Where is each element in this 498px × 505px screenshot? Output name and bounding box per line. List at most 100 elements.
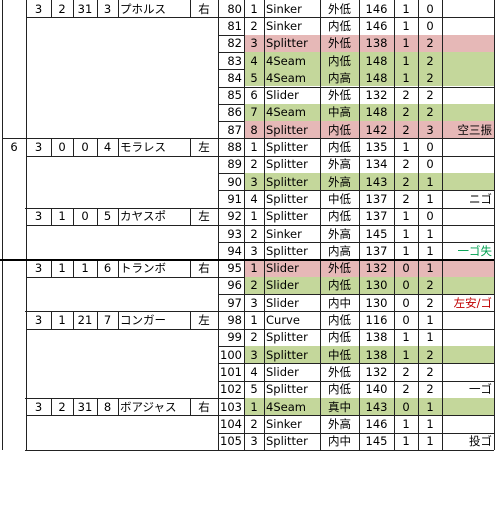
pitch-location: 内中 <box>328 434 351 449</box>
cell-border <box>73 207 74 225</box>
column-border <box>320 0 321 450</box>
pitch-type: 4Seam <box>266 53 306 68</box>
pitch-number: 89 <box>227 157 242 172</box>
cell-border <box>73 138 74 156</box>
ball-count: 2 <box>402 88 410 103</box>
ball-count: 2 <box>402 122 410 137</box>
pitch-location: 中高 <box>328 105 351 120</box>
pitch-speed: 132 <box>365 88 388 103</box>
pitch-speed: 130 <box>365 278 388 293</box>
strike-count: 1 <box>426 416 434 431</box>
batter-name: トランボ <box>120 261 166 276</box>
at-bat-result: 投ゴ <box>469 434 492 449</box>
pitch-location: 内高 <box>328 70 351 85</box>
pitch-number: 101 <box>220 364 242 379</box>
row-divider <box>218 17 494 19</box>
cell-border <box>73 397 74 416</box>
column-border <box>394 0 395 450</box>
batter-hand: 左 <box>198 313 210 328</box>
cell-border <box>51 311 52 329</box>
batter-field-b: 1 <box>58 313 66 328</box>
pitch-number: 100 <box>220 347 242 362</box>
strike-count: 2 <box>426 364 434 379</box>
strike-count: 2 <box>426 105 434 120</box>
section-separator <box>0 258 494 261</box>
pitch-speed: 143 <box>365 174 388 189</box>
at-bat-result: ニゴ <box>469 191 492 206</box>
pitch-index: 1 <box>250 1 258 16</box>
cell-border <box>97 259 98 277</box>
batter-hand: 左 <box>198 140 210 155</box>
inning-number: 6 <box>10 140 18 155</box>
pitch-location: 内高 <box>328 243 351 258</box>
pitch-highlight <box>244 259 494 277</box>
row-divider <box>218 380 494 382</box>
batter-field-a: 3 <box>34 1 43 16</box>
batter-field-c: 0 <box>81 140 89 155</box>
batting-order: 7 <box>103 313 112 328</box>
pitch-index: 3 <box>250 36 258 51</box>
cell-border <box>97 397 98 416</box>
pitch-number: 81 <box>227 18 242 33</box>
pitch-type: 4Seam <box>266 105 306 120</box>
row-divider <box>218 432 494 434</box>
batter-field-b: 1 <box>58 209 66 224</box>
pitch-index: 8 <box>250 122 258 137</box>
pitch-speed: 145 <box>365 434 388 449</box>
batter-name: プホルス <box>120 1 166 16</box>
cell-border <box>73 311 74 329</box>
pitch-number: 98 <box>227 313 242 328</box>
ball-count: 0 <box>402 295 410 310</box>
pitch-highlight <box>244 276 494 295</box>
strike-count: 1 <box>426 243 434 258</box>
strike-count: 0 <box>426 140 434 155</box>
pitch-speed: 137 <box>365 209 388 224</box>
pitch-speed: 116 <box>365 313 388 328</box>
pitch-speed: 142 <box>365 122 388 137</box>
strike-count: 2 <box>426 278 434 293</box>
pitch-type: Splitter <box>266 191 308 206</box>
strike-count: 2 <box>426 36 434 51</box>
pitch-type: Slider <box>266 295 299 310</box>
pitch-type: Sinker <box>266 416 302 431</box>
batter-name: モラレス <box>120 140 166 155</box>
strike-count: 1 <box>426 313 434 328</box>
column-border <box>442 0 443 450</box>
pitch-number: 87 <box>227 122 242 137</box>
strike-count: 2 <box>426 88 434 103</box>
strike-count: 1 <box>426 434 434 449</box>
strike-count: 2 <box>426 295 434 310</box>
ball-count: 1 <box>402 209 410 224</box>
batter-field-c: 31 <box>77 1 93 16</box>
batting-order: 5 <box>103 209 112 224</box>
pitch-location: 中低 <box>328 347 351 362</box>
ball-count: 2 <box>402 382 410 397</box>
pitch-location: 外高 <box>328 157 351 172</box>
pitch-type: Slider <box>266 88 299 103</box>
pitch-index: 2 <box>250 157 258 172</box>
row-divider <box>218 328 494 330</box>
strike-count: 0 <box>426 18 434 33</box>
pitch-number: 104 <box>220 416 242 431</box>
inning-top-line <box>2 138 26 140</box>
pitch-location: 外低 <box>328 88 351 103</box>
column-border <box>264 0 265 450</box>
cell-border <box>190 397 191 416</box>
batting-order: 8 <box>103 399 112 414</box>
at-bat-result: 一ゴ <box>469 382 492 397</box>
pitch-speed: 143 <box>365 399 388 414</box>
left-border <box>2 0 3 450</box>
ball-count: 2 <box>402 191 410 206</box>
pitch-index: 3 <box>250 347 258 362</box>
pitch-location: 内低 <box>328 18 351 33</box>
ball-count: 0 <box>402 313 410 328</box>
row-divider <box>218 86 494 88</box>
ball-count: 1 <box>402 347 410 362</box>
batter-row-line <box>26 276 218 278</box>
strike-count: 1 <box>426 261 434 276</box>
batter-field-b: 0 <box>58 140 66 155</box>
pitch-location: 外低 <box>328 364 351 379</box>
ball-count: 1 <box>402 70 410 85</box>
ball-count: 2 <box>402 157 410 172</box>
